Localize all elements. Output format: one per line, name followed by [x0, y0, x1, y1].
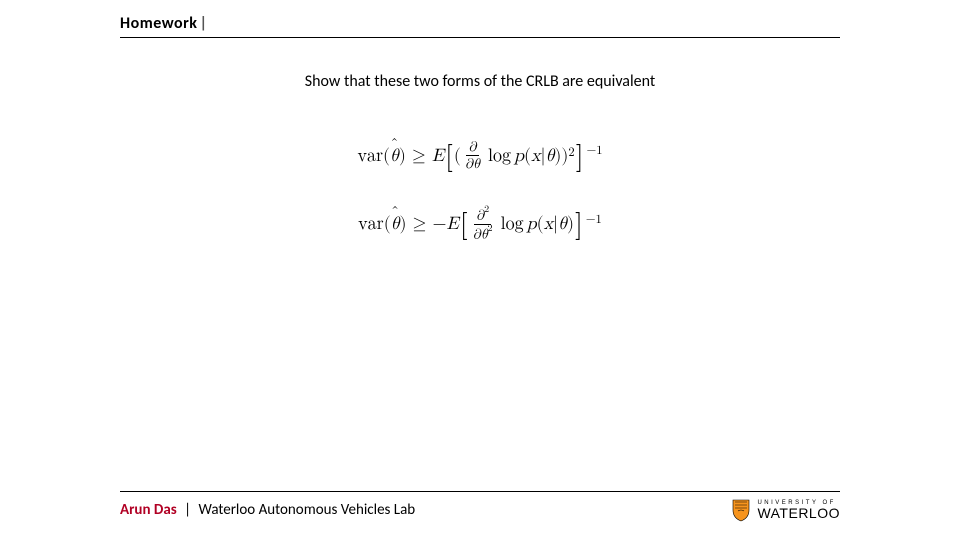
p-func: p [527, 213, 537, 235]
open-paren: ( [383, 145, 390, 167]
partial2-den-op: ∂ [473, 227, 481, 241]
footer-separator: | [184, 501, 191, 519]
var-operator: var [358, 213, 384, 235]
partial2-num-pow: 2 [484, 204, 489, 214]
theta-hat: θ [390, 145, 399, 167]
outer-inverse: −1 [586, 213, 602, 228]
cond-x: x [544, 213, 554, 235]
slide-header: Homework| [120, 14, 840, 38]
homework-prompt: Show that these two forms of the CRLB ar… [0, 72, 960, 91]
cond-x: x [531, 145, 541, 167]
logo-text: UNIVERSITY OF WATERLOO [757, 500, 840, 520]
title-text: Homework [120, 14, 197, 33]
second-partial-fraction: ∂2 ∂θ2 [471, 207, 495, 241]
close-paren: ) [400, 213, 407, 235]
crlb-form-2: var(θ) ≥ −E[ ∂2 ∂θ2 log p(x|θ)]−1 [358, 207, 602, 241]
open-paren-p: ( [524, 145, 531, 167]
open-paren-inner: ( [454, 145, 461, 167]
geq-symbol: ≥ [412, 145, 426, 167]
cond-theta: θ [546, 145, 555, 167]
log-operator: log [501, 213, 524, 235]
footer-line: Arun Das | Waterloo Autonomous Vehicles … [120, 498, 840, 522]
partial2-den-var: θ [481, 227, 488, 241]
logo-line-2: WATERLOO [757, 506, 840, 520]
open-paren-p: ( [537, 213, 544, 235]
close-paren: ) [399, 145, 406, 167]
crest-icon [731, 498, 751, 522]
geq-symbol: ≥ [413, 213, 427, 235]
cond-theta: θ [558, 213, 567, 235]
close-paren-p: ) [567, 213, 574, 235]
slide: Homework| Show that these two forms of t… [0, 0, 960, 540]
close-paren-p: ) [554, 145, 561, 167]
header-rule [120, 37, 840, 38]
inner-square: 2 [568, 146, 574, 161]
expectation-E: E [432, 145, 444, 167]
log-operator: log [488, 145, 511, 167]
p-func: p [514, 145, 524, 167]
partial-den-op: ∂ [465, 157, 473, 171]
slide-title: Homework| [120, 14, 840, 33]
theta-hat: θ [391, 213, 400, 235]
footer-text: Arun Das | Waterloo Autonomous Vehicles … [120, 501, 415, 519]
close-paren-inner: ) [561, 145, 568, 167]
partial-den-var: θ [473, 157, 480, 171]
outer-inverse: −1 [586, 144, 602, 159]
author-name: Arun Das [120, 501, 177, 519]
open-paren: ( [384, 213, 391, 235]
footer-rule [120, 491, 840, 492]
equations-block: var(θ) ≥ E[( ∂ ∂θ log p(x|θ))2]−1 var(θ)… [0, 140, 960, 242]
university-logo: UNIVERSITY OF WATERLOO [731, 498, 840, 522]
crlb-form-1: var(θ) ≥ E[( ∂ ∂θ log p(x|θ))2]−1 [357, 140, 602, 171]
slide-footer: Arun Das | Waterloo Autonomous Vehicles … [120, 491, 840, 522]
expectation-E: E [447, 213, 459, 235]
neg-sign: − [433, 213, 447, 235]
partial-fraction: ∂ ∂θ [463, 140, 482, 171]
partial2-den-pow: 2 [488, 223, 493, 233]
title-separator: | [199, 14, 207, 33]
partial-num: ∂ [468, 140, 476, 154]
var-operator: var [357, 145, 383, 167]
partial2-num-op: ∂ [476, 209, 484, 223]
lab-name: Waterloo Autonomous Vehicles Lab [199, 501, 416, 519]
